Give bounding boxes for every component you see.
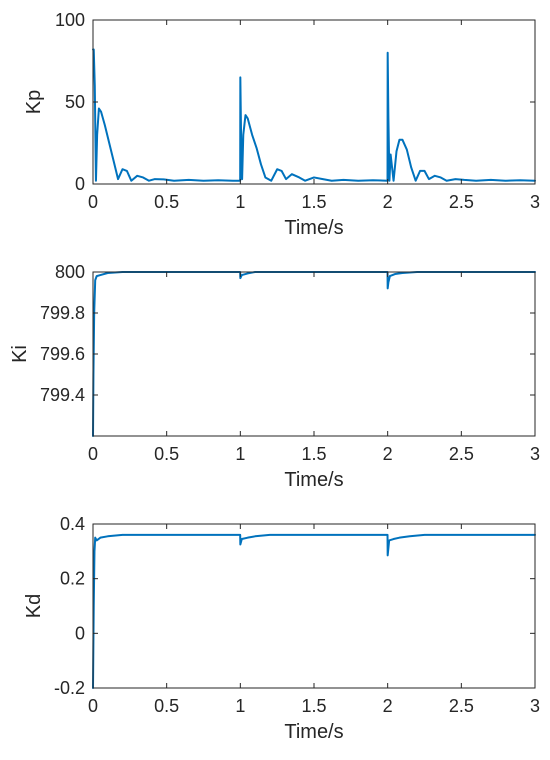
kd-y-tick-label: 0 xyxy=(75,623,85,643)
kd-y-tick-label: -0.2 xyxy=(54,678,85,698)
ki-x-axis-label: Time/s xyxy=(284,469,343,491)
ki-x-tick-label: 0 xyxy=(88,444,98,464)
kp-x-tick-label: 1.5 xyxy=(301,192,326,212)
ki-x-tick-label: 1 xyxy=(235,444,245,464)
kp-y-axis-label: Kp xyxy=(23,90,45,114)
ki-x-tick-label: 2.5 xyxy=(449,444,474,464)
kp-x-tick-label: 0 xyxy=(88,192,98,212)
kp-chart-panel: 0 0.5 1 1.5 2 2.5 3 0 50 100 Time/s Kp xyxy=(23,10,540,239)
kp-axes-box xyxy=(92,19,536,185)
kd-y-tick-label: 0.4 xyxy=(60,514,85,534)
ki-y-axis-label: Ki xyxy=(9,345,31,363)
kp-y-tick-label: 100 xyxy=(55,10,85,30)
kp-y-tick-label: 50 xyxy=(65,92,85,112)
kd-x-tick-label: 0.5 xyxy=(154,696,179,716)
kd-chart-panel: 0 0.5 1 1.5 2 2.5 3-0.200.20.4 Time/s Kd xyxy=(23,514,540,743)
ki-x-tick-label: 3 xyxy=(530,444,540,464)
kd-x-axis-label: Time/s xyxy=(284,721,343,743)
kd-y-axis-label: Kd xyxy=(23,594,45,618)
ki-axes-box xyxy=(92,271,536,437)
kd-x-tick-label: 1.5 xyxy=(301,696,326,716)
kp-plot-area xyxy=(92,48,536,182)
kd-plot-area xyxy=(92,533,536,689)
ki-series-line xyxy=(92,271,536,437)
ki-y-tick-label: 799.6 xyxy=(40,344,85,364)
ki-x-tick-label: 1.5 xyxy=(301,444,326,464)
kd-x-tick-label: 0 xyxy=(88,696,98,716)
kp-x-tick-label: 2.5 xyxy=(449,192,474,212)
ki-x-tick-label: 0.5 xyxy=(154,444,179,464)
kd-ticks: 0 0.5 1 1.5 2 2.5 3-0.200.20.4 xyxy=(54,514,540,716)
kp-x-tick-label: 0.5 xyxy=(154,192,179,212)
kp-x-axis-label: Time/s xyxy=(284,217,343,239)
kd-x-tick-label: 2 xyxy=(383,696,393,716)
ki-chart-panel: 0 0.5 1 1.5 2 2.5 3 799.4 799.6 799.8 800 Time/s K… xyxy=(9,262,540,491)
kp-series-line xyxy=(92,48,536,182)
ki-x-tick-label: 2 xyxy=(383,444,393,464)
kp-y-tick-label: 0 xyxy=(75,174,85,194)
ki-plot-area xyxy=(92,271,536,437)
kd-x-tick-label: 2.5 xyxy=(449,696,474,716)
kd-x-tick-label: 1 xyxy=(235,696,245,716)
kd-y-tick-label: 0.2 xyxy=(60,569,85,589)
kp-x-tick-label: 3 xyxy=(530,192,540,212)
ki-y-tick-label: 799.8 xyxy=(40,303,85,323)
kp-x-tick-label: 1 xyxy=(235,192,245,212)
kd-x-tick-label: 3 xyxy=(530,696,540,716)
kd-axes-box xyxy=(92,523,536,689)
ki-y-tick-label: 800 xyxy=(55,262,85,282)
ki-y-tick-label: 799.4 xyxy=(40,385,85,405)
kd-series-line xyxy=(92,533,536,689)
kp-ticks: 0 0.5 1 1.5 2 2.5 3 0 50 100 xyxy=(55,10,540,212)
ki-ticks: 0 0.5 1 1.5 2 2.5 3 799.4 799.6 799.8 800 xyxy=(40,262,540,464)
kp-x-tick-label: 2 xyxy=(383,192,393,212)
